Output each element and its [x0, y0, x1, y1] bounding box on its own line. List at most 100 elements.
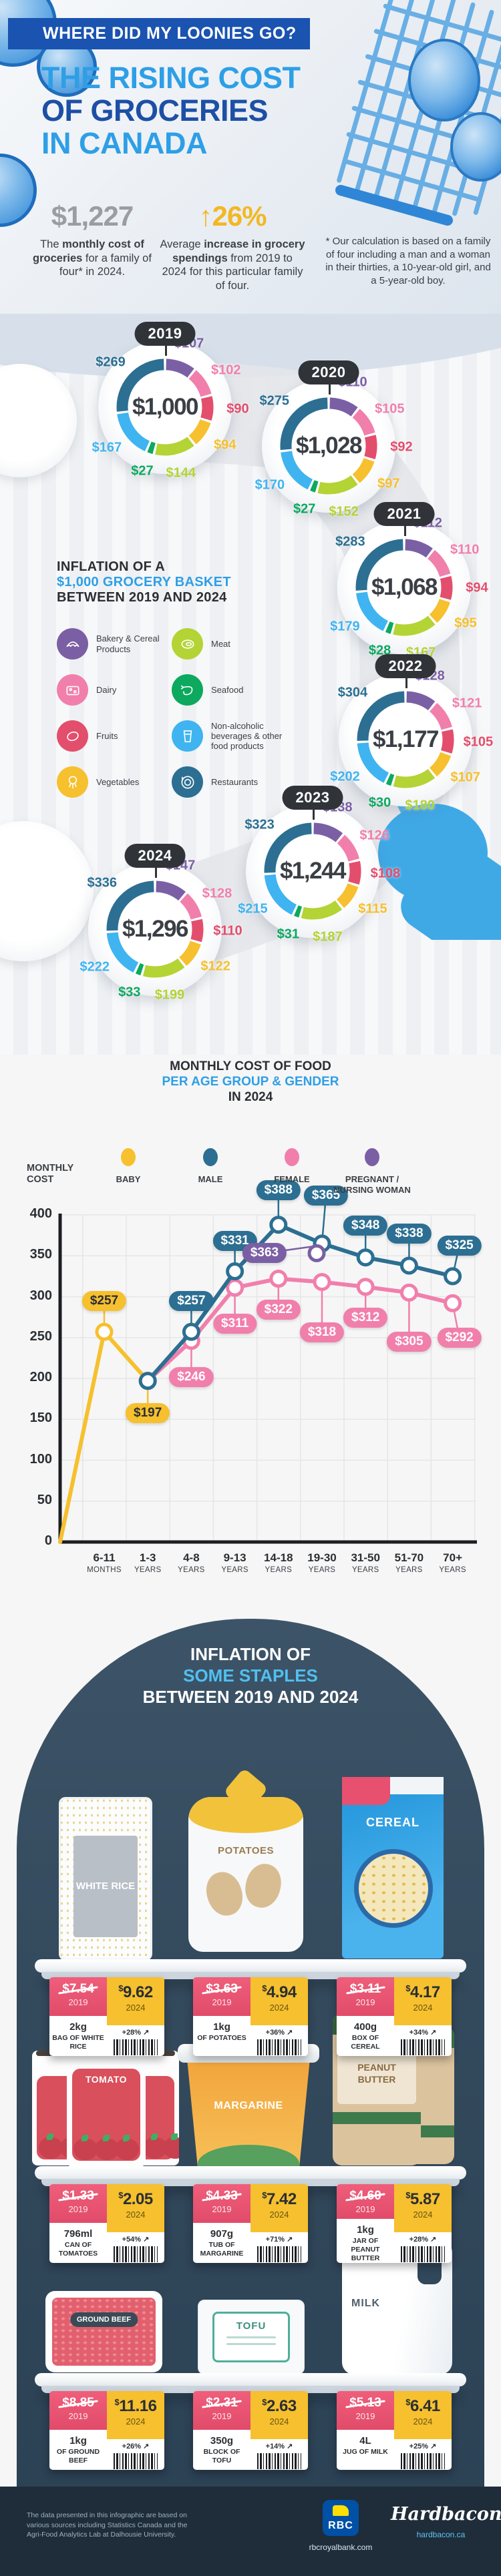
donut-value-label: $31: [277, 927, 299, 942]
old-price-value: $1.33: [62, 2189, 94, 2203]
legend-item-label: Dairy: [96, 684, 117, 695]
old-price-year: 2019: [355, 2411, 375, 2421]
y-tick-label: 300: [29, 1288, 52, 1303]
price-2024: $6.41 2024: [394, 2391, 452, 2439]
product-label: MILK: [351, 2298, 381, 2309]
data-disclaimer: The data presented in this infographic a…: [27, 2511, 188, 2539]
donut-value-label: $222: [79, 959, 110, 975]
y-axis-label: MONTHLY COST: [27, 1163, 74, 1186]
donut-value-label: $95: [454, 615, 477, 631]
price-change: +28% ↗: [122, 2029, 150, 2037]
item-unit-label: BOX OF CEREAL: [351, 2034, 380, 2051]
price-tag-peanut-butter: $4.60 2019 1kg JAR OF PEANUT BUTTER $5.87 202…: [337, 2184, 452, 2263]
item-info: 1kg JAR OF PEANUT BUTTER: [337, 2219, 394, 2263]
data-label-pill: $348: [343, 1215, 388, 1236]
year-badge: 2024: [124, 844, 186, 868]
donut-ring: [106, 880, 204, 978]
donut-total: $1,244: [279, 858, 347, 884]
donut-value-label: $180: [405, 798, 435, 813]
year-badge: 2020: [298, 360, 359, 384]
hardbacon-url[interactable]: hardbacon.ca: [416, 2530, 466, 2539]
product-ground-beef: GROUND BEEF: [45, 2291, 162, 2372]
price-2024: $5.87 2024: [394, 2184, 452, 2232]
lemon-icon: [57, 720, 88, 752]
new-price-year: 2024: [269, 2416, 289, 2426]
x-tick-label: 14-18 YEARS: [264, 1551, 293, 1574]
price-change: +34% ↗: [409, 2029, 437, 2037]
new-price-year: 2024: [126, 2210, 146, 2220]
barcode-icon: [401, 2453, 445, 2469]
price-change: +14% ↗: [265, 2442, 293, 2451]
donut-value-label: $110: [213, 923, 242, 939]
barcode-icon: [114, 2039, 158, 2055]
data-label-pill: $388: [256, 1180, 301, 1200]
donut-value-label: $94: [214, 437, 236, 453]
year-badge-stem: [405, 678, 407, 688]
barcode-icon: [257, 2039, 301, 2055]
price-tag-potatoes: $3.63 2019 1kg OF POTATOES $4.94 2024 +36% ↗: [193, 1977, 308, 2056]
donut-value-label: $33: [118, 985, 141, 1000]
data-label-pill: $257: [169, 1291, 214, 1312]
barcode-icon: [401, 2039, 445, 2055]
legend-item-label: Fruits: [96, 730, 118, 741]
product-potatoes: POTATOES: [188, 1768, 303, 1953]
new-price-value: $6.41: [405, 2397, 440, 2415]
price-change: +36% ↗: [265, 2029, 293, 2037]
data-label-pill: $246: [169, 1366, 214, 1387]
donut-value-label: $215: [238, 901, 268, 917]
price-tag-ground-beef: $8.85 2019 1kg OF GROUND BEEF $11.16 2024 +26%…: [49, 2391, 164, 2470]
monthly-cost-stat: $1,227 The monthly cost of groceries for…: [32, 200, 152, 279]
item-size: 796ml: [63, 2228, 93, 2240]
donut-value-label: $202: [330, 769, 360, 784]
item-info: 1kg OF POTATOES: [193, 2016, 251, 2056]
product-label: TOMATO: [85, 2073, 128, 2085]
item-info: 1kg OF GROUND BEEF: [49, 2430, 107, 2470]
price-tag-tofu: $2.31 2019 350g BLOCK OF TOFU $2.63 2024 +14% …: [193, 2391, 308, 2470]
product-white-rice: WHITE RICE: [59, 1797, 152, 1961]
item-unit-label: OF GROUND BEEF: [56, 2448, 100, 2465]
donut-ring: [116, 358, 214, 456]
item-size: 1kg: [69, 2435, 87, 2446]
y-tick-label: 100: [29, 1451, 52, 1467]
x-tick-label: 1-3 YEARS: [134, 1551, 162, 1574]
donut-value-label: $108: [370, 866, 401, 881]
donut-value-label: $90: [226, 401, 249, 417]
increase-desc: Average increase in grocery spendings fr…: [160, 238, 305, 292]
hardbacon-logo: Hardbacon: [391, 2504, 501, 2525]
product-label: GROUND BEEF: [69, 2312, 138, 2327]
donut-value-label: $199: [154, 987, 185, 1003]
chart-legend-label: PREGNANT / NURSING WOMAN: [333, 1174, 411, 1195]
price-2024: $9.62 2024: [107, 1977, 164, 2025]
glass-icon: [172, 720, 203, 752]
item-unit-label: BAG OF WHITE RICE: [52, 2034, 104, 2051]
donut-value-label: $110: [450, 542, 480, 557]
legend-title-3: BETWEEN 2019 AND 2024: [57, 590, 227, 605]
chart-legend-label: BABY: [116, 1174, 141, 1184]
donut-value-label: $126: [359, 828, 389, 843]
donut-value-label: $152: [329, 504, 359, 519]
price-2019: $5.13 2019: [337, 2391, 394, 2430]
item-size: 350g: [210, 2435, 234, 2446]
arrow-up-icon: ↑: [198, 200, 212, 232]
donut-value-label: $275: [259, 393, 290, 409]
data-label-pill: $365: [303, 1185, 349, 1206]
new-price-value: $5.87: [405, 2190, 440, 2208]
chart-legend-item: PREGNANT / NURSING WOMAN: [329, 1148, 415, 1195]
rbc-url[interactable]: rbcroyalbank.com: [309, 2543, 373, 2552]
donut-chart-2023: $138$126$108$115$187$31$215$323$1,244202…: [212, 771, 413, 971]
y-tick-label: 250: [29, 1328, 52, 1344]
item-info: 350g BLOCK OF TOFU: [193, 2430, 251, 2470]
barcode-icon: [257, 2453, 301, 2469]
item-size: 907g: [210, 2228, 234, 2240]
legend-dot: [121, 1148, 136, 1166]
donut-value-label: $92: [390, 439, 413, 455]
item-unit-label: JUG OF MILK: [343, 2448, 388, 2456]
year-badge-stem: [165, 345, 167, 356]
donut-value-label: $336: [87, 875, 118, 890]
old-price-year: 2019: [355, 2204, 375, 2214]
item-size: 1kg: [213, 2021, 230, 2033]
new-price-year: 2024: [413, 2416, 433, 2426]
data-label-pill: $197: [126, 1402, 170, 1423]
